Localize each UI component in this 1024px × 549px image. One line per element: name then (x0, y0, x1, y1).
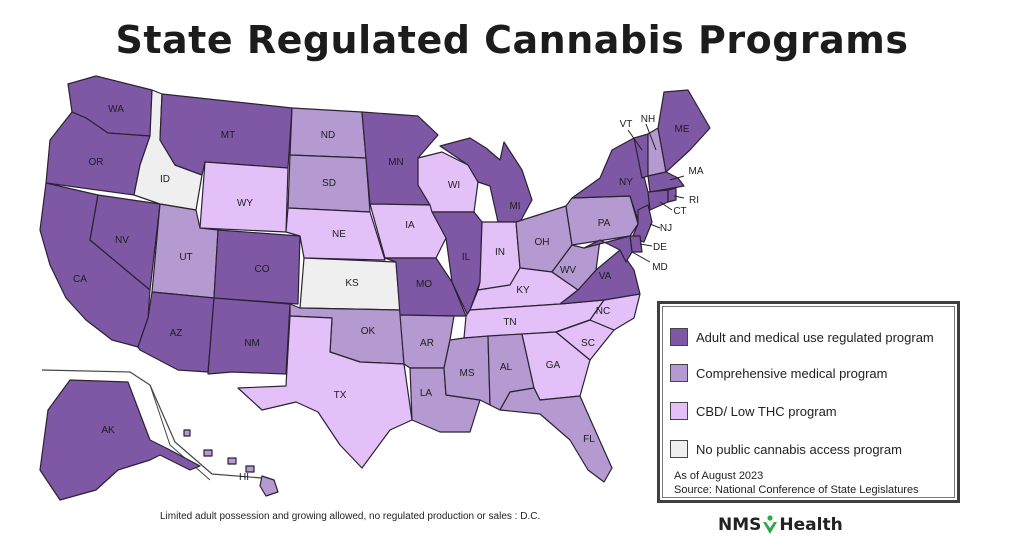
state-label-SC: SC (581, 338, 595, 349)
state-label-CT: CT (673, 206, 686, 217)
state-label-OH: OH (535, 237, 550, 248)
leader-lines (627, 123, 685, 263)
page-title: State Regulated Cannabis Programs (115, 18, 909, 62)
state-label-AZ: AZ (170, 328, 183, 339)
state-label-PA: PA (598, 218, 611, 229)
state-label-CA: CA (73, 274, 87, 285)
state-label-GA: GA (546, 360, 561, 371)
state-FL (499, 387, 613, 483)
legend-label: Adult and medical use regulated program (696, 329, 934, 345)
state-MS (443, 335, 491, 406)
hawaii-island (227, 457, 237, 465)
legend-as-of: As of August 2023 (674, 470, 764, 482)
state-label-SD: SD (322, 178, 336, 189)
state-label-NC: NC (596, 306, 610, 317)
state-label-NH: NH (641, 114, 655, 125)
state-label-TX: TX (334, 390, 347, 401)
state-label-RI: RI (689, 195, 699, 206)
state-label-NJ: NJ (660, 223, 672, 234)
state-HI (259, 475, 279, 497)
state-label-WI: WI (448, 180, 460, 191)
state-label-MT: MT (221, 130, 235, 141)
state-RI (667, 187, 677, 203)
state-AK (39, 379, 201, 501)
state-label-MN: MN (388, 157, 404, 168)
state-TX (237, 315, 413, 469)
state-label-AL: AL (500, 362, 513, 373)
state-NM (207, 297, 291, 375)
legend: Adult and medical use regulated program … (657, 301, 960, 503)
logo-text-nms: NMS (718, 515, 762, 535)
state-MO (384, 257, 467, 317)
state-label-NV: NV (115, 235, 129, 246)
state-label-FL: FL (583, 434, 595, 445)
state-label-CO: CO (255, 264, 270, 275)
state-NJ (631, 204, 653, 243)
state-WY (199, 161, 289, 233)
state-label-WV: WV (560, 265, 576, 276)
footnote: Limited adult possession and growing all… (160, 511, 541, 522)
state-label-TN: TN (503, 317, 516, 328)
state-label-WY: WY (237, 198, 253, 209)
state-label-DE: DE (653, 242, 667, 253)
state-label-NY: NY (619, 177, 633, 188)
legend-swatch (670, 364, 688, 382)
state-label-OR: OR (89, 157, 104, 168)
state-label-WA: WA (108, 104, 124, 115)
state-CO (213, 229, 301, 305)
state-CT (647, 189, 669, 211)
hawaii-island (183, 429, 191, 437)
state-label-AK: AK (101, 425, 115, 436)
legend-item-adult-medical: Adult and medical use regulated program (670, 327, 934, 347)
state-label-ID: ID (160, 174, 170, 185)
legend-label: No public cannabis access program (696, 441, 902, 457)
state-NV (89, 194, 161, 291)
state-label-NM: NM (244, 338, 260, 349)
legend-item-no-program: No public cannabis access program (670, 439, 902, 459)
state-IA (369, 203, 447, 259)
nms-health-logo: NMS Health (718, 515, 843, 535)
legend-swatch (670, 328, 688, 346)
state-label-IN: IN (495, 247, 505, 258)
state-label-MD: MD (652, 262, 668, 273)
legend-swatch (670, 440, 688, 458)
state-label-VA: VA (599, 271, 612, 282)
state-label-LA: LA (420, 388, 433, 399)
person-icon (763, 515, 778, 534)
state-label-ME: ME (675, 124, 690, 135)
legend-label: Comprehensive medical program (696, 365, 888, 381)
state-label-MO: MO (416, 279, 432, 290)
state-label-AR: AR (420, 338, 434, 349)
state-label-MI: MI (509, 201, 520, 212)
hawaii-inset-frame (149, 384, 211, 481)
state-label-HI: HI (239, 472, 249, 483)
state-label-MS: MS (460, 368, 475, 379)
alaska-inset-frame (41, 369, 263, 479)
state-labels: WA OR CA NV ID MT WY UT CO AZ NM ND SD N… (73, 104, 704, 483)
state-label-KS: KS (345, 278, 359, 289)
legend-source: Source: National Conference of State Leg… (674, 484, 919, 496)
state-label-KY: KY (516, 285, 530, 296)
state-label-VT: VT (620, 119, 633, 130)
state-MI (439, 137, 533, 223)
state-label-ND: ND (321, 130, 335, 141)
legend-label: CBD/ Low THC program (696, 403, 837, 419)
legend-swatch (670, 402, 688, 420)
state-label-IA: IA (405, 220, 415, 231)
hawaii-island (245, 465, 255, 473)
state-MD (583, 235, 633, 263)
state-label-NE: NE (332, 229, 346, 240)
state-MA (647, 171, 685, 193)
state-label-MA: MA (689, 166, 704, 177)
legend-item-comprehensive-medical: Comprehensive medical program (670, 363, 887, 383)
legend-item-cbd-low-thc: CBD/ Low THC program (670, 401, 837, 421)
state-label-IL: IL (462, 252, 471, 263)
hawaii-island (203, 449, 213, 457)
logo-text-health: Health (779, 515, 843, 535)
state-label-OK: OK (361, 326, 376, 337)
state-label-UT: UT (179, 252, 192, 263)
state-NC (555, 293, 641, 333)
legend-inner-border (662, 306, 955, 498)
